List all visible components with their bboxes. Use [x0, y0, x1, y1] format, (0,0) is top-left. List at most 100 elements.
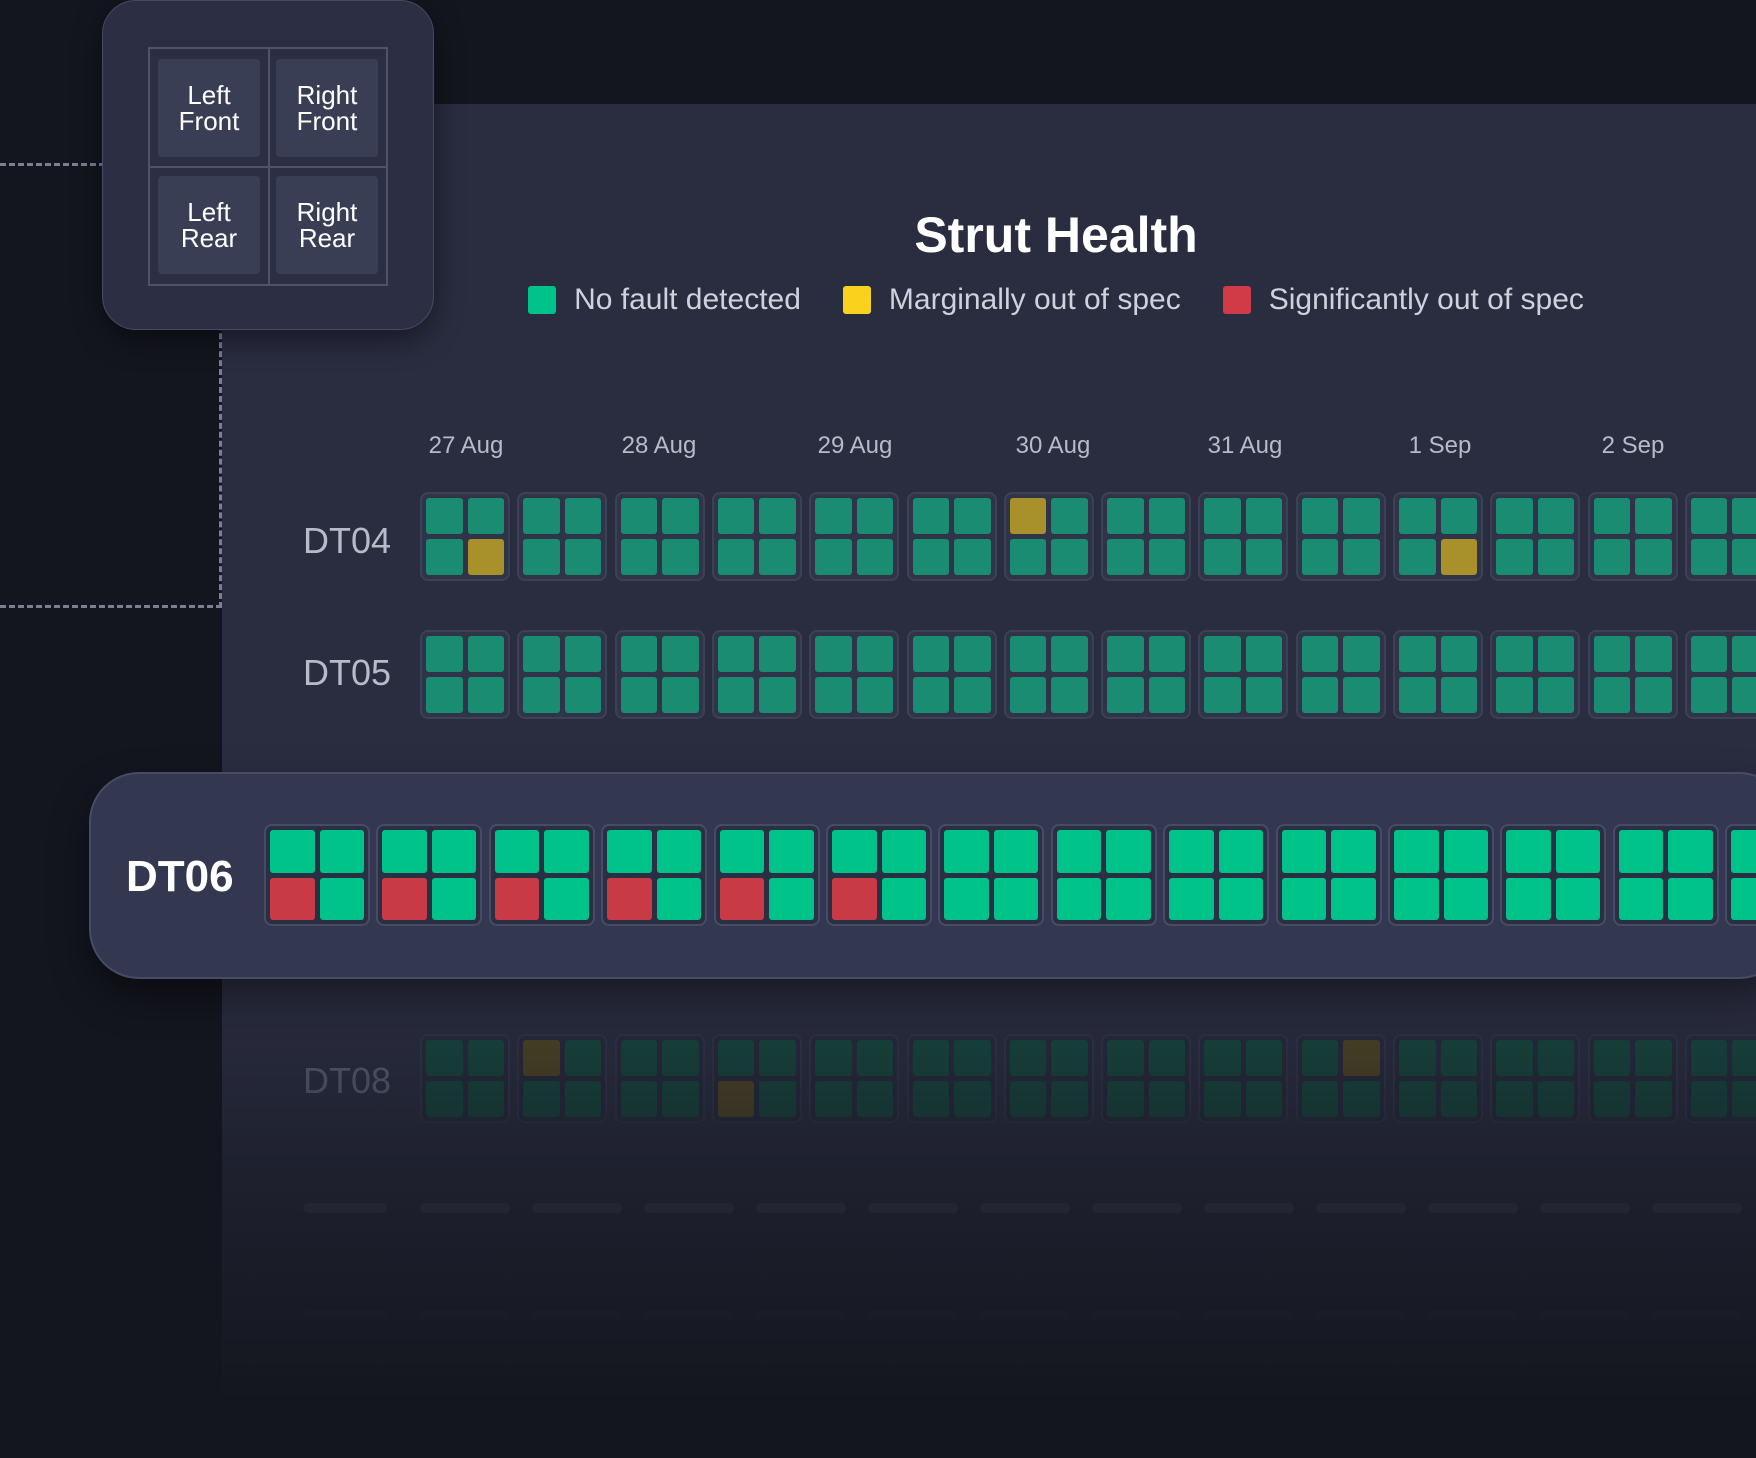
- strut-cell-ok_faded[interactable]: [467, 1081, 504, 1117]
- strut-cell-ok_faded[interactable]: [1496, 1040, 1533, 1076]
- strut-cell-ok_bright[interactable]: [1056, 830, 1102, 873]
- strut-cell-ok[interactable]: [1009, 539, 1047, 575]
- day-block[interactable]: [1490, 492, 1581, 581]
- strut-cell-ok[interactable]: [912, 539, 949, 575]
- strut-cell-ok_faded[interactable]: [1009, 1040, 1047, 1076]
- strut-cell-ok[interactable]: [1732, 636, 1756, 672]
- day-block[interactable]: [517, 1034, 608, 1123]
- strut-cell-ok_bright[interactable]: [881, 830, 926, 873]
- day-block[interactable]: [1393, 492, 1483, 581]
- strut-cell-ok[interactable]: [426, 677, 463, 713]
- strut-cell-ok[interactable]: [912, 677, 949, 713]
- strut-cell-ok[interactable]: [1732, 539, 1756, 575]
- strut-cell-ok[interactable]: [717, 636, 755, 672]
- day-block[interactable]: [1587, 1034, 1678, 1123]
- strut-cell-ok_faded[interactable]: [815, 1081, 852, 1117]
- strut-cell-ok[interactable]: [1399, 677, 1436, 713]
- strut-cell-ok[interactable]: [1343, 539, 1380, 575]
- strut-cell-marginal[interactable]: [467, 539, 504, 575]
- strut-cell-ok_bright[interactable]: [431, 830, 477, 873]
- day-block[interactable]: [809, 630, 900, 719]
- strut-cell-ok[interactable]: [1107, 636, 1144, 672]
- strut-cell-ok[interactable]: [815, 636, 852, 672]
- day-block[interactable]: [376, 824, 483, 926]
- strut-cell-ok_bright[interactable]: [1218, 830, 1264, 873]
- strut-cell-ok[interactable]: [1204, 677, 1241, 713]
- day-block[interactable]: [1388, 824, 1494, 926]
- day-block[interactable]: [1684, 1034, 1756, 1123]
- strut-cell-ok[interactable]: [759, 498, 796, 534]
- strut-cell-ok[interactable]: [1537, 636, 1575, 672]
- strut-cell-ok_faded[interactable]: [426, 1081, 463, 1117]
- day-block[interactable]: [614, 492, 705, 581]
- strut-cell-ok[interactable]: [1635, 636, 1672, 672]
- strut-cell-ok[interactable]: [1593, 539, 1631, 575]
- strut-cell-ok_faded[interactable]: [1635, 1081, 1672, 1117]
- strut-cell-ok_bright[interactable]: [544, 830, 589, 873]
- strut-cell-ok_faded[interactable]: [1245, 1040, 1283, 1076]
- day-block[interactable]: [517, 492, 608, 581]
- strut-cell-ok[interactable]: [1009, 677, 1047, 713]
- strut-cell-ok_bright[interactable]: [769, 877, 814, 920]
- day-block[interactable]: [1295, 1034, 1386, 1123]
- strut-cell-ok[interactable]: [1537, 677, 1575, 713]
- day-block[interactable]: [1587, 492, 1678, 581]
- strut-cell-ok[interactable]: [662, 498, 699, 534]
- strut-cell-ok_faded[interactable]: [1399, 1081, 1436, 1117]
- strut-cell-significant[interactable]: [382, 877, 427, 920]
- strut-cell-ok[interactable]: [1204, 539, 1241, 575]
- strut-cell-ok[interactable]: [620, 677, 658, 713]
- strut-cell-ok[interactable]: [1245, 677, 1283, 713]
- strut-cell-ok[interactable]: [1245, 539, 1283, 575]
- strut-cell-ok[interactable]: [815, 498, 852, 534]
- strut-cell-ok[interactable]: [564, 677, 602, 713]
- strut-cell-ok[interactable]: [523, 539, 560, 575]
- strut-cell-ok_bright[interactable]: [1106, 877, 1151, 920]
- strut-cell-ok[interactable]: [426, 539, 463, 575]
- strut-cell-ok_faded[interactable]: [1690, 1040, 1728, 1076]
- strut-cell-ok_faded[interactable]: [912, 1081, 949, 1117]
- strut-cell-ok_faded[interactable]: [1343, 1081, 1380, 1117]
- strut-cell-marginal_faded[interactable]: [1343, 1040, 1380, 1076]
- day-block[interactable]: [601, 824, 708, 926]
- strut-cell-ok_faded[interactable]: [954, 1040, 991, 1076]
- strut-cell-significant[interactable]: [719, 877, 765, 920]
- strut-cell-ok[interactable]: [1496, 539, 1533, 575]
- day-block[interactable]: [1500, 824, 1607, 926]
- strut-cell-ok[interactable]: [1496, 498, 1533, 534]
- strut-cell-ok_faded[interactable]: [717, 1040, 755, 1076]
- day-block[interactable]: [826, 824, 932, 926]
- day-block[interactable]: [1684, 630, 1756, 719]
- strut-cell-ok_bright[interactable]: [1443, 877, 1488, 920]
- strut-cell-ok[interactable]: [1496, 636, 1533, 672]
- strut-cell-ok_faded[interactable]: [1009, 1081, 1047, 1117]
- day-block[interactable]: [1295, 492, 1386, 581]
- strut-cell-ok_faded[interactable]: [662, 1040, 699, 1076]
- day-block[interactable]: [1050, 824, 1157, 926]
- strut-cell-marginal[interactable]: [1440, 539, 1477, 575]
- strut-cell-ok[interactable]: [1537, 539, 1575, 575]
- strut-cell-marginal_faded[interactable]: [523, 1040, 560, 1076]
- strut-cell-ok_faded[interactable]: [1732, 1040, 1756, 1076]
- day-block[interactable]: [517, 630, 608, 719]
- strut-cell-ok[interactable]: [1107, 677, 1144, 713]
- strut-cell-ok_faded[interactable]: [1301, 1040, 1339, 1076]
- strut-cell-marginal[interactable]: [1009, 498, 1047, 534]
- day-block[interactable]: [420, 492, 510, 581]
- strut-cell-ok[interactable]: [912, 636, 949, 672]
- day-block[interactable]: [1163, 824, 1270, 926]
- strut-cell-ok_bright[interactable]: [944, 830, 989, 873]
- strut-cell-ok[interactable]: [1245, 636, 1283, 672]
- strut-cell-ok[interactable]: [1690, 539, 1728, 575]
- strut-cell-ok_faded[interactable]: [467, 1040, 504, 1076]
- strut-cell-ok_bright[interactable]: [1668, 877, 1713, 920]
- strut-cell-ok[interactable]: [1107, 498, 1144, 534]
- day-block[interactable]: [1198, 492, 1289, 581]
- strut-cell-ok[interactable]: [1051, 636, 1088, 672]
- strut-cell-significant[interactable]: [832, 877, 877, 920]
- day-block[interactable]: [1490, 1034, 1581, 1123]
- strut-cell-ok_faded[interactable]: [1593, 1040, 1631, 1076]
- strut-cell-ok_faded[interactable]: [1690, 1081, 1728, 1117]
- strut-cell-ok[interactable]: [1148, 539, 1186, 575]
- strut-cell-ok[interactable]: [564, 636, 602, 672]
